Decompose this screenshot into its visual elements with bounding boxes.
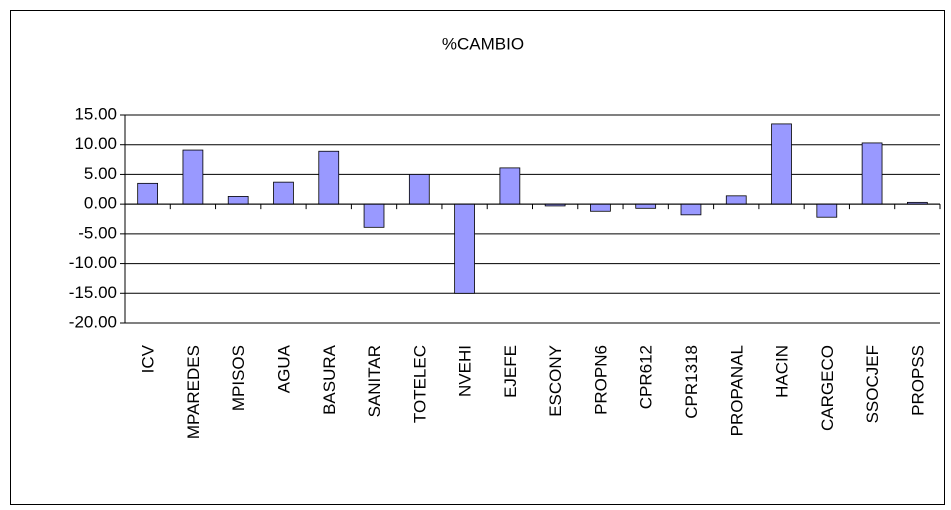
bar [227,196,249,205]
bar [725,195,747,205]
y-tick-label: -5.00 [78,223,117,242]
x-tick-label: PROPANAL [727,345,746,436]
bar [680,203,702,216]
x-tick-label: SSOCJEF [863,345,882,423]
bar [771,123,792,205]
x-tick-label: ICV [139,344,158,373]
bar [273,181,294,205]
x-tick-label: TOTELEC [410,345,429,423]
x-tick-label: MPISOS [229,345,248,411]
x-tick-label: EJEFE [501,345,520,398]
bar [363,203,385,228]
x-tick-label: CARGECO [818,345,837,431]
x-tick-label: ESCONY [546,345,565,417]
y-tick-label: 0.00 [84,194,117,213]
x-tick-label: AGUA [274,344,293,393]
bar [454,203,475,294]
bar [137,182,159,205]
x-tick-label: HACIN [773,345,792,398]
y-tick-label: 15.00 [74,104,117,123]
chart-title: %CAMBIO [442,34,524,53]
x-tick-label: PROPSS [908,345,927,416]
x-tick-label: CPR612 [637,345,656,409]
y-tick-label: -20.00 [69,312,117,331]
bar [182,149,204,205]
x-tick-label: MPAREDES [184,345,203,439]
y-tick-label: -15.00 [69,283,117,302]
bar [408,174,430,205]
x-tick-label: CPR1318 [682,345,701,419]
y-tick-label: -10.00 [69,253,117,272]
bar [635,203,657,209]
bar [816,203,838,218]
bar [499,167,521,205]
bar [590,203,611,212]
x-tick-label: NVEHI [456,345,475,397]
x-tick-label: BASURA [320,344,339,415]
y-tick-label: 5.00 [84,164,117,183]
x-tick-label: PROPN6 [591,345,610,415]
y-tick-label: 10.00 [74,134,117,153]
x-tick-label: SANITAR [365,345,384,417]
bar [318,150,340,205]
bar [861,142,883,205]
chart-frame [10,10,945,505]
